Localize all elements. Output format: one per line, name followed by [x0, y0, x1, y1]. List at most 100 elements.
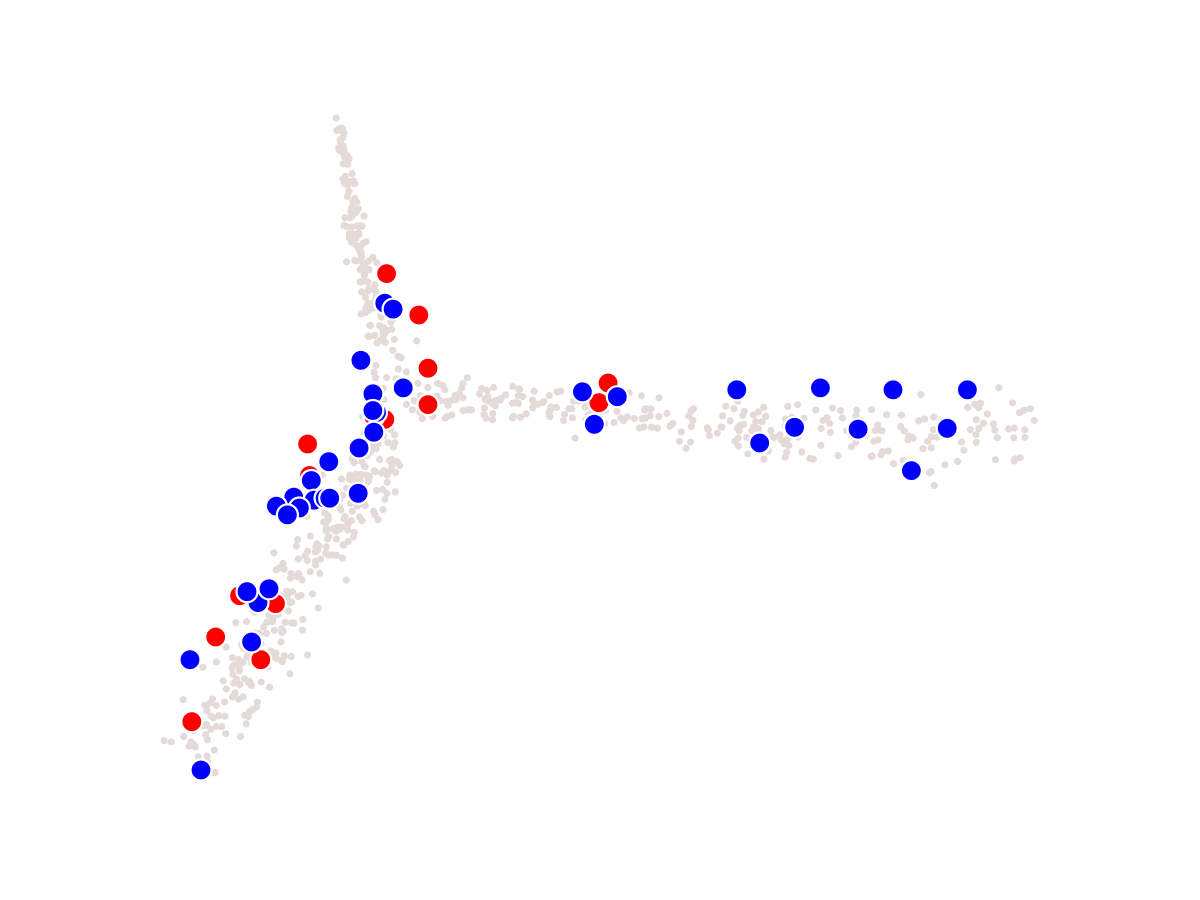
scatter-point: [901, 460, 922, 481]
background-point: [228, 665, 235, 672]
background-point: [366, 333, 373, 340]
scatter-point: [418, 358, 439, 379]
background-point: [553, 404, 560, 411]
background-point: [203, 752, 210, 759]
background-point: [868, 406, 875, 413]
background-point: [1005, 425, 1012, 432]
scatter-point: [237, 581, 258, 602]
background-point: [213, 658, 220, 665]
background-point: [245, 713, 252, 720]
background-point: [990, 420, 997, 427]
background-point: [304, 557, 311, 564]
background-point: [358, 310, 365, 317]
background-point: [930, 414, 937, 421]
background-point: [689, 417, 696, 424]
background-point: [373, 487, 380, 494]
background-point: [782, 454, 789, 461]
background-point: [390, 443, 397, 450]
background-point: [727, 417, 734, 424]
background-point: [631, 415, 638, 422]
background-point: [271, 627, 278, 634]
scatter-point: [848, 419, 869, 440]
background-point: [204, 736, 211, 743]
background-point: [364, 278, 371, 285]
background-point: [1021, 426, 1028, 433]
background-point: [839, 414, 846, 421]
background-point: [243, 720, 250, 727]
background-point: [348, 206, 355, 213]
background-point: [638, 392, 645, 399]
background-point: [898, 412, 905, 419]
background-point: [613, 408, 620, 415]
background-point: [826, 420, 833, 427]
background-point: [364, 301, 371, 308]
background-point: [655, 394, 662, 401]
background-point: [812, 406, 819, 413]
background-point: [377, 337, 384, 344]
background-point: [338, 476, 345, 483]
scatter-point: [418, 394, 439, 415]
background-point: [313, 540, 320, 547]
scatter-point: [205, 627, 226, 648]
background-point: [624, 413, 631, 420]
scatter-point: [301, 470, 322, 491]
background-point: [885, 448, 892, 455]
background-point: [941, 461, 948, 468]
background-point: [714, 430, 721, 437]
background-point: [688, 408, 695, 415]
background-point: [448, 411, 455, 418]
background-point: [546, 392, 553, 399]
background-point: [755, 408, 762, 415]
background-point: [372, 468, 379, 475]
background-point: [365, 258, 372, 265]
background-point: [222, 730, 229, 737]
background-point: [546, 413, 553, 420]
background-point: [241, 675, 248, 682]
scatter-point: [810, 377, 831, 398]
background-point: [240, 659, 247, 666]
background-point: [568, 405, 575, 412]
background-point: [512, 399, 519, 406]
background-point: [206, 700, 213, 707]
background-point: [1011, 457, 1018, 464]
scatter-point: [277, 504, 298, 525]
background-point: [464, 374, 471, 381]
background-point: [270, 549, 277, 556]
background-point: [286, 670, 293, 677]
background-point: [1021, 407, 1028, 414]
background-point: [509, 414, 516, 421]
background-point: [263, 630, 270, 637]
background-point: [794, 401, 801, 408]
background-point: [213, 702, 220, 709]
background-point: [379, 506, 386, 513]
background-point: [203, 707, 210, 714]
background-point: [443, 398, 450, 405]
background-point: [293, 573, 300, 580]
background-point: [926, 469, 933, 476]
background-point: [295, 555, 302, 562]
scatter-point: [726, 379, 747, 400]
background-point: [211, 746, 218, 753]
background-point: [560, 417, 567, 424]
background-point: [1009, 399, 1016, 406]
background-point: [325, 516, 332, 523]
background-point: [531, 388, 538, 395]
background-point: [975, 404, 982, 411]
background-point: [883, 411, 890, 418]
background-point: [539, 399, 546, 406]
background-point: [210, 714, 217, 721]
background-point: [388, 465, 395, 472]
background-point: [281, 566, 288, 573]
background-point: [954, 458, 961, 465]
background-point: [810, 456, 817, 463]
background-point: [924, 438, 931, 445]
background-point: [367, 322, 374, 329]
background-point: [980, 420, 987, 427]
background-point: [381, 330, 388, 337]
background-point: [853, 406, 860, 413]
background-point: [413, 337, 420, 344]
background-point: [478, 385, 485, 392]
background-point: [317, 556, 324, 563]
